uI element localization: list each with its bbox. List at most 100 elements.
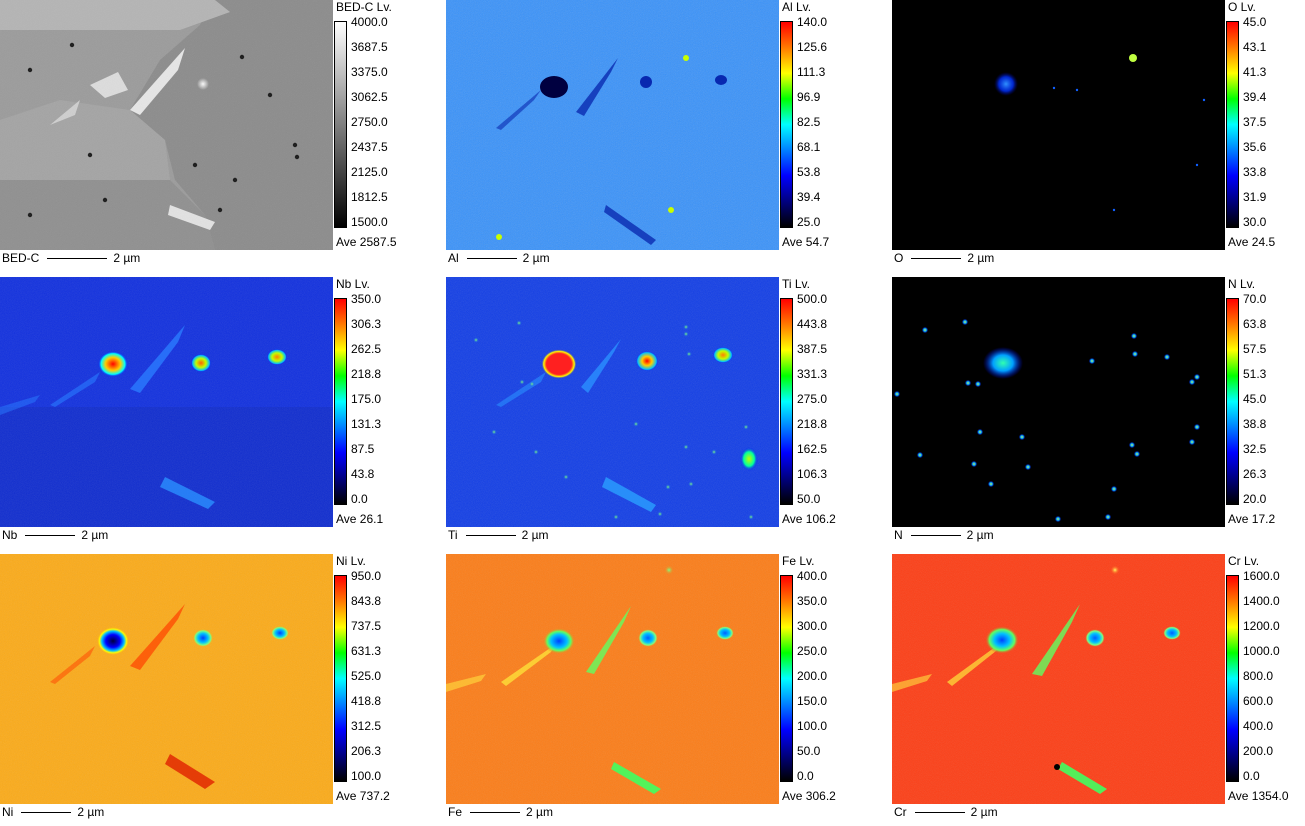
scale-bar-label: 2 µm: [521, 528, 549, 542]
scale-bar-label: 2 µm: [967, 251, 995, 265]
colorbar-tick-label: 50.0: [797, 492, 821, 506]
colorbar-tick-label: 0.0: [797, 769, 814, 783]
colorbar-tick-label: 50.0: [797, 744, 821, 758]
map-image-container: [446, 554, 779, 804]
colorbar-tick-label: 100.0: [351, 769, 382, 783]
element-label: N: [894, 528, 903, 542]
colorbar-tick-label: 500.0: [797, 292, 828, 306]
element-label: BED-C: [2, 251, 40, 265]
map-footer: Al 2 µm: [448, 251, 550, 265]
colorbar-tick-label: 2750.0: [351, 115, 388, 129]
colorbar-tick-label: 33.8: [1243, 165, 1267, 179]
element-label: Nb: [2, 528, 18, 542]
colorbar-tick-label: 3375.0: [351, 65, 388, 79]
map-footer: Cr 2 µm: [894, 805, 998, 819]
scale-bar-label: 2 µm: [81, 528, 109, 542]
colorbar-tick-label: 218.8: [351, 367, 382, 381]
colorbar-tick-label: 37.5: [1243, 115, 1267, 129]
colorbar-tick-label: 4000.0: [351, 15, 388, 29]
colorbar-tick-label: 111.3: [797, 65, 826, 79]
elemental-map-image: [892, 0, 1225, 250]
colorbar-tick-label: 843.8: [351, 594, 382, 608]
colorbar-tick-label: 600.0: [1243, 694, 1274, 708]
colorbar-tick-label: 100.0: [797, 719, 828, 733]
colorbar-tick-label: 0.0: [1243, 769, 1260, 783]
colorbar-tick-label: 2437.5: [351, 140, 388, 154]
colorbar-tick-label: 400.0: [1243, 719, 1274, 733]
map-image-container: [892, 554, 1225, 804]
element-label: Cr: [894, 805, 907, 819]
average-value: Ave 1354.0: [1228, 789, 1289, 803]
colorbar: [780, 575, 793, 782]
average-value: Ave 54.7: [782, 235, 830, 249]
element-label: O: [894, 251, 904, 265]
elemental-map-image: [446, 0, 779, 250]
colorbar: [334, 575, 347, 782]
colorbar-tick-label: 39.4: [797, 190, 821, 204]
map-footer: Ni 2 µm: [2, 805, 104, 819]
map-panel-al: Al Lv. 140.0 125.6 111.3 96.9 82.5 68.1 53.8 39.…: [446, 0, 886, 272]
colorbar: [780, 298, 793, 505]
colorbar-tick-label: 350.0: [797, 594, 828, 608]
colorbar: [334, 298, 347, 505]
average-value: Ave 306.2: [782, 789, 836, 803]
colorbar-title: Fe Lv.: [782, 554, 815, 568]
map-panel-fe: Fe Lv. 400.0 350.0 300.0 250.0 200.0 150.0 100.…: [446, 554, 886, 826]
colorbar-tick-label: 631.3: [351, 644, 382, 658]
map-footer: Nb 2 µm: [2, 528, 108, 542]
average-value: Ave 737.2: [336, 789, 390, 803]
colorbar-tick-label: 525.0: [351, 669, 382, 683]
colorbar-tick-label: 200.0: [797, 669, 828, 683]
colorbar-tick-label: 275.0: [797, 392, 828, 406]
colorbar-tick-label: 800.0: [1243, 669, 1274, 683]
colorbar-tick-label: 106.3: [797, 467, 828, 481]
scale-bar: [21, 811, 72, 813]
scale-bar: [914, 811, 965, 813]
colorbar: [334, 21, 347, 228]
average-value: Ave 17.2: [1228, 512, 1276, 526]
map-footer: O 2 µm: [894, 251, 994, 265]
map-footer: BED-C 2 µm: [2, 251, 140, 265]
colorbar-tick-label: 443.8: [797, 317, 828, 331]
elemental-map-image: [892, 277, 1225, 527]
colorbar-tick-label: 31.9: [1243, 190, 1267, 204]
colorbar-tick-label: 300.0: [797, 619, 828, 633]
colorbar-tick-label: 1000.0: [1243, 644, 1280, 658]
elemental-map-image: [0, 277, 333, 527]
colorbar-title: BED-C Lv.: [336, 0, 392, 14]
map-image-container: [892, 277, 1225, 527]
colorbar-tick-label: 1812.5: [351, 190, 388, 204]
colorbar-tick-label: 87.5: [351, 442, 375, 456]
colorbar-tick-label: 3687.5: [351, 40, 388, 54]
scale-bar-label: 2 µm: [966, 528, 994, 542]
colorbar-tick-label: 200.0: [1243, 744, 1274, 758]
colorbar-tick-label: 125.6: [797, 40, 828, 54]
colorbar-tick-label: 1200.0: [1243, 619, 1280, 633]
map-panel-nb: Nb Lv. 350.0 306.3 262.5 218.8 175.0 131.3 87.5…: [0, 277, 440, 549]
colorbar-tick-label: 68.1: [797, 140, 821, 154]
colorbar-tick-label: 206.3: [351, 744, 382, 758]
map-image-container: [892, 0, 1225, 250]
colorbar-tick-label: 331.3: [797, 367, 828, 381]
colorbar-tick-label: 25.0: [797, 215, 821, 229]
colorbar-tick-label: 306.3: [351, 317, 382, 331]
average-value: Ave 106.2: [782, 512, 836, 526]
scale-bar: [466, 257, 517, 259]
elemental-map-image: [446, 554, 779, 804]
elemental-map-image: [892, 554, 1225, 804]
map-image-container: [0, 554, 333, 804]
colorbar-tick-label: 312.5: [351, 719, 382, 733]
map-footer: Fe 2 µm: [448, 805, 553, 819]
colorbar: [780, 21, 793, 228]
average-value: Ave 26.1: [336, 512, 384, 526]
colorbar-tick-label: 250.0: [797, 644, 828, 658]
colorbar-title: Nb Lv.: [336, 277, 370, 291]
map-panel-ti: Ti Lv. 500.0 443.8 387.5 331.3 275.0 218.8 162.…: [446, 277, 886, 549]
map-image-container: [446, 0, 779, 250]
colorbar-tick-label: 2125.0: [351, 165, 388, 179]
colorbar-tick-label: 1600.0: [1243, 569, 1280, 583]
map-panel-ni: Ni Lv. 950.0 843.8 737.5 631.3 525.0 418.8 312.…: [0, 554, 440, 826]
element-label: Ni: [2, 805, 14, 819]
map-footer: N 2 µm: [894, 528, 994, 542]
colorbar-title: Cr Lv.: [1228, 554, 1260, 568]
